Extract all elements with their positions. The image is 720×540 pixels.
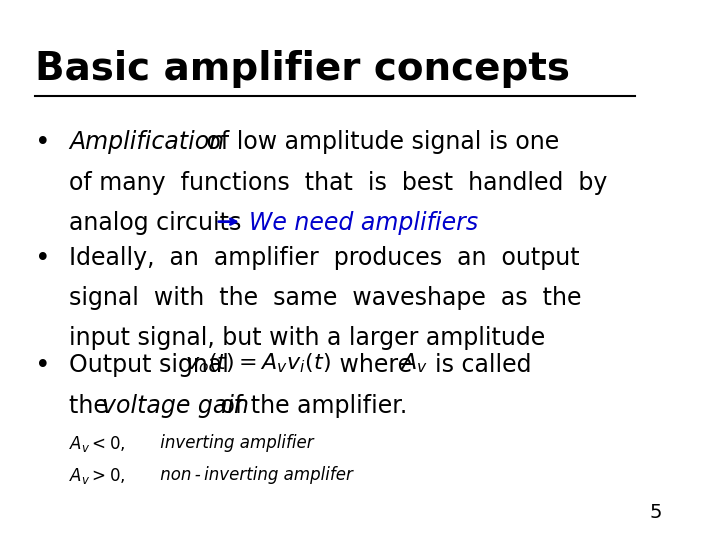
Text: Basic amplifier concepts: Basic amplifier concepts [35, 50, 570, 87]
Text: is called: is called [435, 353, 531, 377]
Text: •: • [35, 130, 51, 156]
Text: input signal, but with a larger amplitude: input signal, but with a larger amplitud… [70, 326, 546, 350]
Text: the: the [70, 394, 116, 417]
Text: $A_v > 0,$: $A_v > 0,$ [70, 466, 126, 486]
Text: analog circuits: analog circuits [70, 211, 242, 235]
Text: where: where [332, 353, 427, 377]
Text: Output signal: Output signal [70, 353, 237, 377]
Text: $v_o(t) = A_v v_i(t)$: $v_o(t) = A_v v_i(t)$ [185, 351, 331, 375]
Text: Ideally,  an  amplifier  produces  an  output: Ideally, an amplifier produces an output [70, 246, 580, 270]
Text: of low amplitude signal is one: of low amplitude signal is one [199, 130, 559, 154]
Text: •: • [35, 246, 51, 272]
Text: •: • [35, 353, 51, 379]
Text: voltage gain: voltage gain [102, 394, 249, 417]
Text: Amplification: Amplification [70, 130, 225, 154]
Text: non - inverting amplifer: non - inverting amplifer [155, 466, 353, 484]
Text: $A_v < 0,$: $A_v < 0,$ [70, 434, 126, 454]
Text: inverting amplifier: inverting amplifier [155, 434, 313, 452]
Text: 5: 5 [649, 503, 662, 523]
Text: of the amplifier.: of the amplifier. [212, 394, 407, 417]
Text: signal  with  the  same  waveshape  as  the: signal with the same waveshape as the [70, 286, 582, 310]
Text: $A_v$: $A_v$ [400, 351, 428, 375]
Text: of many  functions  that  is  best  handled  by: of many functions that is best handled b… [70, 171, 608, 194]
Text: We need amplifiers: We need amplifiers [248, 211, 478, 235]
